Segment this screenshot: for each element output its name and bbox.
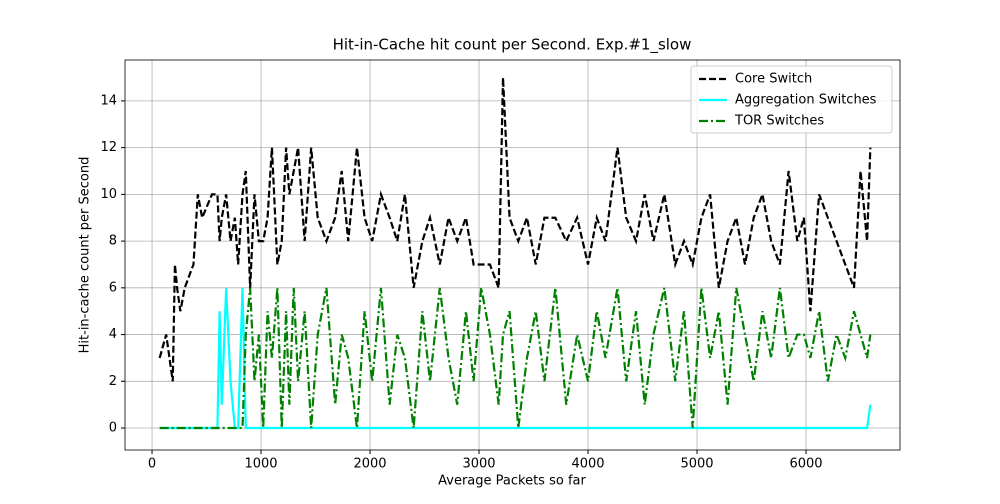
- legend-label: TOR Switches: [734, 114, 824, 129]
- series-line: [158, 77, 872, 382]
- x-tick-label: 2000: [353, 457, 386, 472]
- lines: [158, 77, 872, 430]
- x-tick-label: 5000: [680, 457, 713, 472]
- y-tick-label: 4: [109, 327, 117, 342]
- legend: Core Switch Aggregation Switches TOR Switc…: [690, 65, 893, 134]
- x-tick-label: 1000: [244, 457, 277, 472]
- y-tick-label: 8: [109, 234, 117, 249]
- x-tick-label: 0: [148, 457, 156, 472]
- y-tick-label: 10: [100, 187, 117, 202]
- y-axis-label: Hit-in-cache count per Second: [78, 157, 93, 354]
- x-tick-label: 3000: [462, 457, 495, 472]
- y-tick-label: 14: [100, 93, 117, 108]
- y-tick-label: 12: [100, 140, 117, 155]
- y-tick-label: 2: [109, 374, 117, 389]
- x-tick-label: 6000: [789, 457, 822, 472]
- chart-title: Hit-in-Cache hit count per Second. Exp.#…: [333, 36, 692, 55]
- legend-box: [690, 65, 893, 134]
- x-tick-label: 4000: [571, 457, 604, 472]
- y-tick-label: 6: [109, 280, 117, 295]
- x-axis-label: Average Packets so far: [438, 474, 586, 489]
- legend-label: Core Switch: [735, 72, 812, 87]
- series-line: [159, 287, 872, 430]
- y-tick-label: 0: [109, 421, 117, 436]
- plot-frame: [124, 59, 901, 451]
- legend-label: Aggregation Switches: [735, 93, 877, 108]
